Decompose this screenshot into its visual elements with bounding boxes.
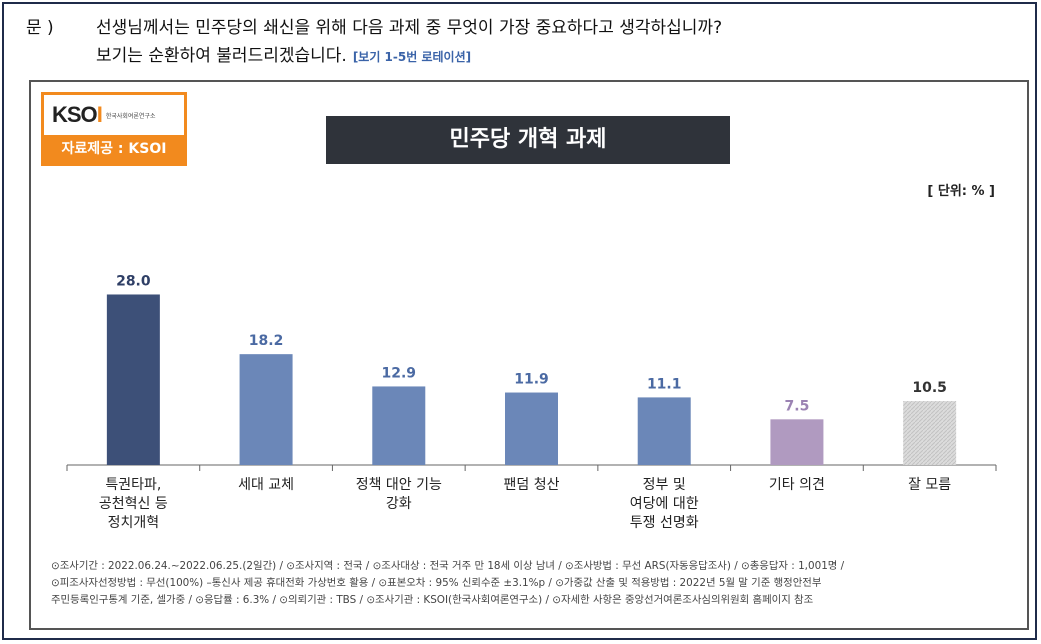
logo-subtitle: 한국사회여론연구소 [105, 112, 156, 120]
category-label: 정책 대안 기능 [356, 477, 442, 493]
footnote-line2: ⊙피조사자선정방법 : 무선(100%) –통신사 제공 휴대전화 가상번호 활… [51, 577, 822, 589]
data-label: 10.5 [912, 380, 947, 396]
bar [505, 392, 558, 465]
category-label: 특권타파, [105, 477, 161, 493]
ksoi-logo: KSOI 한국사회여론연구소 자료제공 : KSOI [41, 92, 187, 166]
footnote-line3: 주민등록인구통계 기준, 셀가중 / ⊙응답률 : 6.3% / ⊙의뢰기관 :… [51, 594, 814, 606]
data-label: 12.9 [382, 365, 417, 381]
unit-label: [ 단위: % ] [927, 184, 995, 199]
category-label: 투쟁 선명화 [630, 515, 699, 531]
question-label: 문 ) [26, 18, 54, 38]
chart-panel: KSOI 한국사회여론연구소 자료제공 : KSOI 민주당 개혁 과제 [ 단… [29, 80, 1029, 630]
category-label: 공천혁신 등 [99, 496, 168, 512]
data-label: 11.1 [647, 376, 682, 392]
data-label: 11.9 [514, 372, 549, 388]
category-label: 팬덤 청산 [504, 477, 560, 493]
category-label: 기타 의견 [769, 477, 825, 493]
category-label: 강화 [386, 496, 412, 512]
category-label: 잘 모름 [908, 477, 951, 493]
category-label: 여당에 대한 [630, 496, 699, 512]
data-label: 18.2 [249, 333, 284, 349]
data-label: 7.5 [785, 398, 810, 414]
logo-word: KSOI [52, 102, 103, 128]
question-text-line2: 보기는 순환하여 불러드리겠습니다. [보기 1-5번 로테이션] [96, 42, 471, 71]
question-text-line1: 선생님께서는 민주당의 쇄신을 위해 다음 과제 중 무엇이 가장 중요하다고 … [96, 18, 723, 38]
logo-word-accent: I [96, 102, 103, 127]
data-label: 28.0 [116, 273, 151, 289]
category-label: 정부 및 [643, 477, 686, 493]
bar [239, 354, 293, 465]
footnote-line1: ⊙조사기간 : 2022.06.24.~2022.06.25.(2일간) / ⊙… [51, 560, 845, 572]
logo-word-main: KSO [52, 102, 98, 127]
rotation-note: [보기 1-5번 로테이션] [352, 50, 472, 64]
bar [106, 294, 160, 465]
bar [372, 386, 426, 465]
chart-title: 민주당 개혁 과제 [326, 116, 730, 164]
category-label: 정치개혁 [108, 515, 160, 531]
bar [903, 401, 957, 465]
data-source-label: 자료제공 : KSOI [44, 135, 184, 163]
question-text-line2-main: 보기는 순환하여 불러드리겠습니다. [96, 46, 347, 66]
bar [770, 419, 824, 465]
bar [637, 397, 691, 465]
survey-footnote: ⊙조사기간 : 2022.06.24.~2022.06.25.(2일간) / ⊙… [51, 558, 1011, 609]
category-label: 세대 교체 [238, 477, 294, 493]
logo-wordmark: KSOI 한국사회여론연구소 [44, 95, 184, 135]
